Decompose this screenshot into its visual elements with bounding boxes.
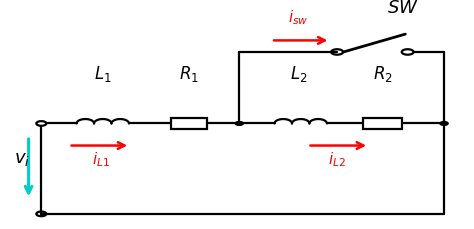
FancyBboxPatch shape — [363, 118, 402, 130]
Text: $L_2$: $L_2$ — [290, 64, 307, 84]
Circle shape — [440, 122, 448, 126]
Text: $L_1$: $L_1$ — [94, 64, 111, 84]
Text: $i_{L2}$: $i_{L2}$ — [328, 149, 346, 168]
Text: $SW$: $SW$ — [387, 0, 419, 17]
FancyBboxPatch shape — [171, 118, 208, 130]
Text: $R_1$: $R_1$ — [179, 64, 199, 84]
Text: $i_{L1}$: $i_{L1}$ — [91, 149, 109, 168]
Text: $R_2$: $R_2$ — [373, 64, 392, 84]
Text: $v_i$: $v_i$ — [14, 150, 30, 167]
Circle shape — [235, 122, 243, 126]
Text: $i_{sw}$: $i_{sw}$ — [288, 8, 309, 27]
